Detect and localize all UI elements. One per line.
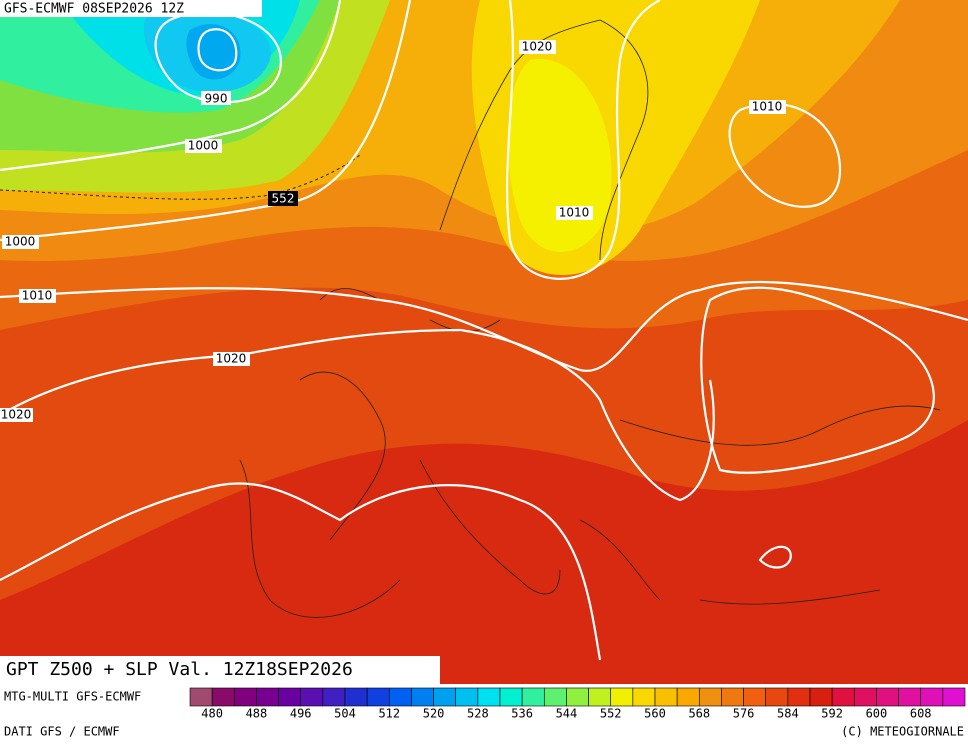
colorbar-cell <box>942 687 966 707</box>
colorbar-cell <box>610 687 634 707</box>
colorbar-cell <box>499 687 523 707</box>
model-label: MTG-MULTI GFS-ECMWF <box>4 690 141 704</box>
colorbar-tick-label: 560 <box>644 707 666 721</box>
colorbar-cell <box>876 687 899 707</box>
colorbar-cell <box>256 687 279 707</box>
colorbar-cell <box>189 687 213 707</box>
isobar <box>0 328 715 502</box>
colorbar-cell <box>300 687 324 707</box>
colorbar-tick-label: 568 <box>688 707 710 721</box>
colorbar-cell <box>566 687 589 707</box>
colorbar-cell <box>721 687 744 707</box>
colorbar-cell <box>920 687 944 707</box>
colorbar-tick-label: 552 <box>600 707 622 721</box>
colorbar-tick-label: 576 <box>733 707 755 721</box>
isobar <box>700 286 935 474</box>
colorbar-cell <box>344 687 368 707</box>
contour-552 <box>0 154 361 200</box>
colorbar-cell <box>698 687 722 707</box>
colorbar-cell <box>853 687 877 707</box>
caption-box <box>0 656 440 684</box>
label-bg <box>185 139 222 153</box>
colorbar-cell <box>654 687 678 707</box>
colorbar-cell <box>588 687 612 707</box>
isobar <box>0 482 602 661</box>
field-bright-yellow <box>507 59 612 253</box>
colorbar: 480 488 496 504 512 520 528 536 544 552 560 568 576 5… <box>189 687 966 721</box>
contour-label: 1020 <box>522 40 553 54</box>
colorbar-cell <box>233 687 257 707</box>
contour-label: 1000 <box>5 235 36 249</box>
isobar <box>197 28 238 72</box>
colorbar-cell <box>211 687 235 707</box>
label-bg <box>749 100 786 114</box>
colorbar-tick-label: 600 <box>866 707 888 721</box>
contour-label: 1010 <box>752 100 783 114</box>
colorbar-tick-label: 528 <box>467 707 489 721</box>
label-bg <box>556 206 593 220</box>
copyright: (C) METEOGIORNALE <box>841 725 964 739</box>
colorbar-tick-label: 536 <box>511 707 533 721</box>
isobar <box>506 0 661 280</box>
colorbar-cell <box>676 687 700 707</box>
colorbar-tick-label: 480 <box>201 707 223 721</box>
colorbar-cell <box>433 687 457 707</box>
isobar <box>0 0 412 242</box>
label-bg <box>213 352 250 366</box>
caption: GPT Z500 + SLP Val. 12Z18SEP2026 <box>6 659 353 680</box>
contour-label: 552 <box>272 192 295 206</box>
header-title: GFS-ECMWF 08SEP2026 12Z <box>4 2 184 17</box>
contour-label: 1000 <box>188 139 219 153</box>
colorbar-cell <box>521 687 545 707</box>
colorbar-cell <box>765 687 789 707</box>
colorbar-cell <box>477 687 501 707</box>
colorbar-tick-label: 544 <box>556 707 578 721</box>
colorbar-cell <box>278 687 302 707</box>
colorbar-tick-label: 504 <box>334 707 356 721</box>
isobar <box>728 102 842 208</box>
colorbar-cell <box>787 687 811 707</box>
label-bg <box>201 91 231 105</box>
colorbar-tick-label: 512 <box>378 707 400 721</box>
colorbar-cell <box>898 687 922 707</box>
colorbar-cell <box>743 687 767 707</box>
colorbar-cell <box>543 687 567 707</box>
label-bg <box>519 40 556 54</box>
label-bg <box>268 191 298 206</box>
colorbar-tick-label: 520 <box>423 707 445 721</box>
colorbar-tick-label: 592 <box>821 707 843 721</box>
colorbar-cell <box>809 687 833 707</box>
contour-label: 1020 <box>1 408 32 422</box>
label-bg <box>19 289 56 303</box>
contour-label: 1020 <box>216 352 247 366</box>
colorbar-cell <box>388 687 412 707</box>
header-box <box>0 0 262 17</box>
contour-label: 1010 <box>559 206 590 220</box>
colorbar-cell <box>632 687 656 707</box>
colorbar-tick-label: 608 <box>910 707 932 721</box>
colorbar-cell <box>366 687 390 707</box>
contour-label: 990 <box>205 92 228 106</box>
colorbar-tick-label: 584 <box>777 707 799 721</box>
isobar <box>0 0 342 172</box>
source-label: DATI GFS / ECMWF <box>4 725 120 739</box>
colorbar-tick-label: 488 <box>246 707 268 721</box>
isobar <box>758 545 792 569</box>
colorbar-cell <box>831 687 855 707</box>
label-bg <box>0 408 33 422</box>
isobar <box>0 280 968 372</box>
colorbar-cell <box>411 687 434 707</box>
map: 990 1000 552 1000 1010 1020 1020 1020 10… <box>0 0 968 684</box>
label-bg <box>2 235 39 249</box>
colorbar-tick-label: 496 <box>290 707 312 721</box>
contour-label: 1010 <box>22 289 53 303</box>
colorbar-cell <box>322 687 346 707</box>
colorbar-cell <box>455 687 479 707</box>
